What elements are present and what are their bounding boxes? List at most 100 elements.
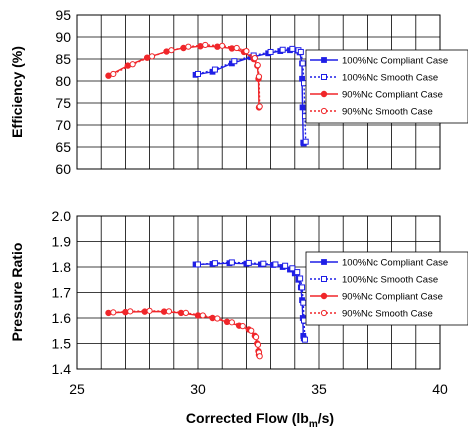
data-point bbox=[252, 334, 260, 341]
legend-swatch-marker bbox=[321, 74, 327, 80]
data-point bbox=[148, 53, 156, 60]
data-point bbox=[256, 103, 263, 110]
data-point bbox=[297, 275, 304, 282]
data-point bbox=[202, 41, 209, 49]
series-line bbox=[113, 310, 261, 357]
data-point bbox=[127, 308, 134, 315]
data-point bbox=[299, 104, 306, 111]
x-tick-label: 40 bbox=[432, 381, 448, 397]
y-tick-label: 1.6 bbox=[52, 310, 72, 326]
data-point bbox=[165, 308, 173, 315]
legend-swatch-marker bbox=[321, 259, 327, 265]
data-point bbox=[254, 341, 262, 348]
data-point bbox=[260, 260, 267, 267]
legend-box bbox=[305, 251, 468, 326]
data-point bbox=[182, 309, 189, 316]
legend-label: 100%Nc Compliant Case bbox=[342, 258, 448, 269]
y-tick-label: 60 bbox=[55, 161, 71, 177]
pressure-x-ticks: 25 30 35 40 bbox=[69, 381, 448, 397]
series-90-nc-smooth-case bbox=[110, 307, 263, 360]
legend-label: 90%Nc Compliant Case bbox=[342, 90, 443, 101]
data-point bbox=[129, 61, 136, 68]
data-point bbox=[289, 265, 296, 272]
data-point bbox=[301, 336, 308, 343]
data-point bbox=[219, 42, 226, 49]
y-tick-label: 70 bbox=[55, 117, 71, 133]
x-tick-label: 25 bbox=[69, 381, 85, 397]
data-point bbox=[211, 66, 218, 73]
legend-label: 90%Nc Smooth Case bbox=[342, 309, 433, 320]
pressure-y-axis-label: Pressure Ratio bbox=[9, 243, 25, 342]
legend-swatch-marker bbox=[321, 57, 327, 63]
data-point bbox=[239, 323, 246, 330]
data-point bbox=[233, 44, 240, 52]
data-point bbox=[255, 73, 263, 80]
x-axis-label-main: Corrected Flow (lb bbox=[186, 410, 309, 426]
efficiency-panel: 60 65 70 75 80 85 90 95 Efficiency (%) 100%Nc C… bbox=[9, 7, 468, 177]
efficiency-y-axis-label: Efficiency (%) bbox=[9, 46, 25, 138]
data-point bbox=[256, 353, 263, 360]
data-point bbox=[279, 46, 286, 53]
y-tick-label: 75 bbox=[55, 95, 71, 111]
legend-swatch-marker bbox=[320, 90, 328, 98]
data-point bbox=[243, 47, 250, 55]
efficiency-legend: 100%Nc Compliant Case 100%Nc Smooth Case 9… bbox=[305, 49, 468, 124]
y-tick-label: 80 bbox=[55, 73, 71, 89]
data-point bbox=[245, 259, 252, 266]
legend-swatch-marker bbox=[321, 276, 327, 282]
pressure-ratio-panel: 1.4 1.5 1.6 1.7 1.8 1.9 2.0 25 30 35 40 Pressure … bbox=[9, 208, 468, 430]
y-tick-label: 95 bbox=[55, 7, 71, 23]
data-point bbox=[168, 47, 175, 54]
data-point bbox=[267, 48, 274, 55]
y-tick-label: 2.0 bbox=[52, 208, 72, 224]
data-point bbox=[300, 299, 307, 306]
y-tick-label: 85 bbox=[55, 51, 71, 67]
data-point bbox=[272, 261, 279, 268]
efficiency-y-ticks: 60 65 70 75 80 85 90 95 bbox=[55, 7, 71, 177]
data-point bbox=[110, 70, 117, 78]
data-point bbox=[228, 259, 235, 266]
y-tick-label: 1.4 bbox=[52, 361, 72, 377]
x-tick-label: 35 bbox=[311, 381, 327, 397]
y-tick-label: 65 bbox=[55, 139, 71, 155]
x-axis-label: Corrected Flow (lbm/s) bbox=[186, 410, 334, 430]
data-point bbox=[282, 262, 289, 269]
pressure-y-ticks: 1.4 1.5 1.6 1.7 1.8 1.9 2.0 bbox=[52, 208, 72, 377]
data-point bbox=[110, 309, 117, 316]
y-tick-label: 1.5 bbox=[52, 336, 72, 352]
data-point bbox=[299, 60, 306, 67]
data-point bbox=[185, 43, 192, 50]
legend-swatch-marker bbox=[320, 107, 328, 115]
pressure-legend: 100%Nc Compliant Case 100%Nc Smooth Case 9… bbox=[305, 251, 468, 326]
data-point bbox=[294, 269, 301, 276]
x-tick-label: 30 bbox=[190, 381, 206, 397]
pressure-series bbox=[105, 259, 308, 360]
legend-swatch-marker bbox=[320, 292, 328, 300]
y-tick-label: 1.9 bbox=[52, 234, 72, 250]
y-tick-label: 1.8 bbox=[52, 259, 72, 275]
legend-label: 100%Nc Compliant Case bbox=[342, 56, 448, 67]
data-point bbox=[299, 284, 306, 291]
data-point bbox=[251, 55, 258, 62]
efficiency-series bbox=[105, 41, 309, 147]
data-point bbox=[214, 315, 221, 322]
legend-label: 90%Nc Smooth Case bbox=[342, 107, 433, 118]
data-point bbox=[146, 307, 153, 314]
legend-label: 100%Nc Smooth Case bbox=[342, 73, 438, 84]
data-point bbox=[228, 319, 235, 326]
x-axis-label-tail: /s) bbox=[318, 410, 334, 426]
data-point bbox=[248, 327, 255, 334]
data-point bbox=[199, 312, 206, 319]
legend-swatch-marker bbox=[320, 309, 328, 317]
data-point bbox=[195, 70, 201, 77]
data-point bbox=[302, 138, 309, 145]
data-point bbox=[231, 58, 238, 65]
data-point bbox=[297, 48, 304, 55]
data-point bbox=[289, 45, 296, 52]
x-axis-label-subscript: m bbox=[309, 419, 318, 430]
series-100-nc-smooth-case bbox=[195, 45, 309, 145]
legend-label: 100%Nc Smooth Case bbox=[342, 275, 438, 286]
legend-label: 90%Nc Compliant Case bbox=[342, 292, 443, 303]
legend-box bbox=[305, 49, 468, 124]
